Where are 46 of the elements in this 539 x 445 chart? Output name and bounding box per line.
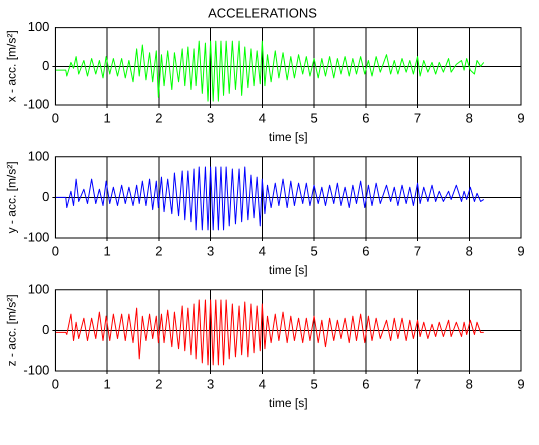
y-tick-label: 0	[42, 322, 50, 337]
x-tick-label: 4	[258, 243, 266, 258]
x-axis-title: time [s]	[268, 130, 308, 144]
x-tick-label: 5	[310, 376, 318, 392]
y-tick-label: -100	[23, 96, 50, 112]
x-tick-label: 3	[206, 243, 214, 258]
x-tick-label: 6	[362, 376, 370, 392]
x-tick-label: 1	[104, 376, 111, 392]
y-tick-label: -100	[23, 362, 50, 378]
x-tick-label: 4	[258, 376, 266, 392]
x-tick-label: 0	[52, 376, 60, 392]
x-tick-label: 6	[362, 110, 370, 126]
x-tick-label: 7	[414, 243, 422, 258]
x-tick-label: 2	[155, 110, 162, 126]
y-tick-label: 0	[42, 58, 50, 73]
y-axis-title: y - acc. [m/s²]	[4, 161, 19, 234]
x-tick-label: 5	[310, 243, 318, 258]
x-tick-label: 7	[414, 376, 422, 392]
x-axis-title: time [s]	[268, 396, 308, 410]
x-tick-label: 3	[206, 376, 214, 392]
x-tick-label: 4	[258, 110, 266, 126]
x-axis-title: time [s]	[268, 263, 308, 278]
x-tick-label: 1	[104, 110, 111, 126]
x-tick-label: 7	[414, 110, 422, 126]
x-tick-label: 0	[52, 110, 60, 126]
y-tick-label: 100	[28, 19, 50, 34]
x-tick-label: 9	[517, 376, 525, 392]
x-tick-label: 8	[466, 376, 473, 392]
y-tick-label: 100	[28, 148, 50, 164]
x-tick-label: 0	[52, 243, 60, 258]
chart-title: ACCELERATIONS	[208, 5, 318, 20]
x-tick-label: 6	[362, 243, 370, 258]
y-tick-label: 0	[42, 188, 50, 204]
y-axis-title: z - acc. [m/s²]	[4, 294, 19, 366]
x-tick-label: 1	[104, 243, 111, 258]
x-tick-label: 8	[466, 243, 473, 258]
x-tick-label: 8	[466, 110, 473, 126]
x-tick-label: 2	[155, 376, 162, 392]
x-tick-label: 5	[310, 110, 318, 126]
x-tick-label: 3	[206, 110, 214, 126]
x-tick-label: 2	[155, 243, 162, 258]
y-tick-label: -100	[23, 230, 50, 245]
x-tick-label: 9	[517, 110, 525, 126]
y-tick-label: 100	[28, 281, 50, 296]
y-axis-title: x - acc. [m/s²]	[4, 30, 19, 102]
x-tick-label: 9	[517, 243, 525, 258]
